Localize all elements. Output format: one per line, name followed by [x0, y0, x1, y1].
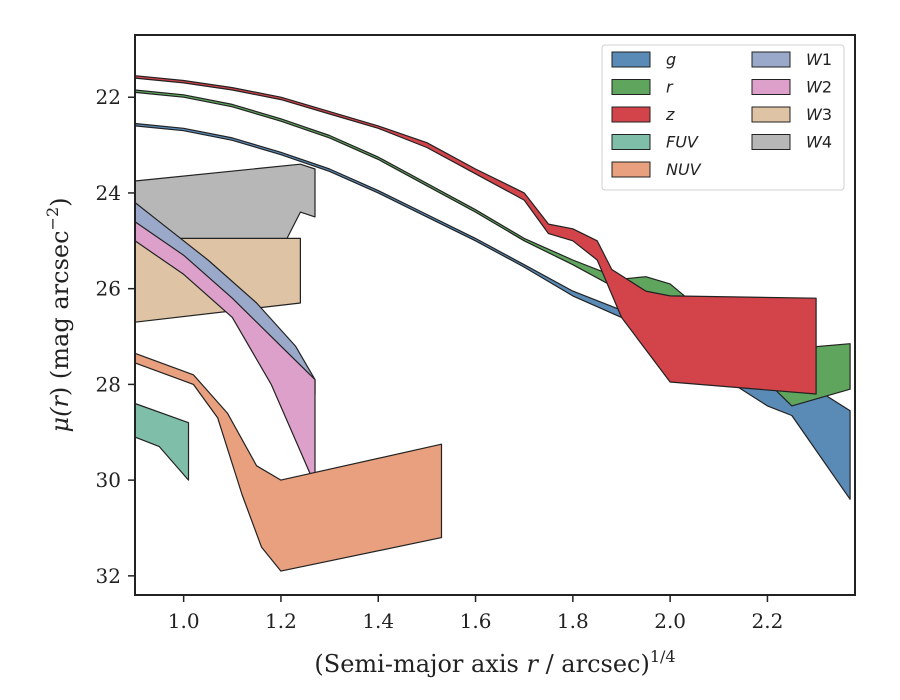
y-tick-label: 32 — [96, 564, 121, 588]
y-axis-label: μ(r) (mag arcsec−2) — [43, 197, 74, 432]
legend-swatch-w4 — [751, 134, 791, 150]
legend-swatch-r — [611, 79, 651, 95]
legend: grz FUV NUV W1 W2 W3 W4 — [601, 44, 845, 191]
legend-swatch-w1 — [751, 51, 791, 68]
legend-label-g: g — [666, 50, 676, 69]
legend-label-fuv: FUV — [666, 133, 699, 152]
legend-label-w1: W1 — [806, 50, 832, 69]
x-tick-label: 1.4 — [362, 609, 394, 633]
legend-label-w3: W3 — [806, 105, 832, 124]
legend-swatch-z — [611, 106, 651, 123]
x-tick-label: 1.0 — [168, 609, 200, 633]
x-tick-label: 1.6 — [460, 609, 492, 633]
x-axis: 1.0 1.2 1.4 1.6 1.8 2.0 2.2 — [168, 595, 784, 633]
legend-label-w2: W2 — [806, 78, 832, 97]
plot-frame — [134, 34, 856, 596]
band-z — [134, 75, 817, 395]
x-tick-label: 2.0 — [654, 609, 686, 633]
y-tick-label: 26 — [96, 277, 121, 301]
y-tick-label: 22 — [96, 85, 121, 109]
y-tick-label: 24 — [96, 181, 121, 205]
x-tick-label: 1.8 — [557, 609, 589, 633]
legend-swatch-w2 — [751, 79, 791, 95]
legend-label-w4: W4 — [806, 133, 832, 152]
legend-swatch-w3 — [751, 106, 791, 123]
band-g — [134, 122, 851, 500]
x-tick-label: 2.2 — [752, 609, 784, 633]
band-nuv — [134, 352, 443, 572]
x-axis-label: (Semi-major axis r / arcsec)1/4 — [314, 647, 675, 678]
legend-swatch-fuv — [611, 134, 651, 150]
y-tick-label: 28 — [96, 372, 121, 396]
band-fuv — [134, 402, 190, 481]
x-tick-label: 1.2 — [265, 609, 297, 633]
y-tick-label: 30 — [96, 468, 121, 492]
y-axis: 22 24 26 28 30 32 — [96, 85, 135, 588]
legend-swatch-nuv — [611, 161, 651, 178]
legend-swatch-g — [611, 51, 651, 68]
legend-label-r: r — [666, 78, 674, 97]
legend-label-nuv: NUV — [666, 160, 702, 179]
legend-label-z: z — [665, 105, 675, 124]
